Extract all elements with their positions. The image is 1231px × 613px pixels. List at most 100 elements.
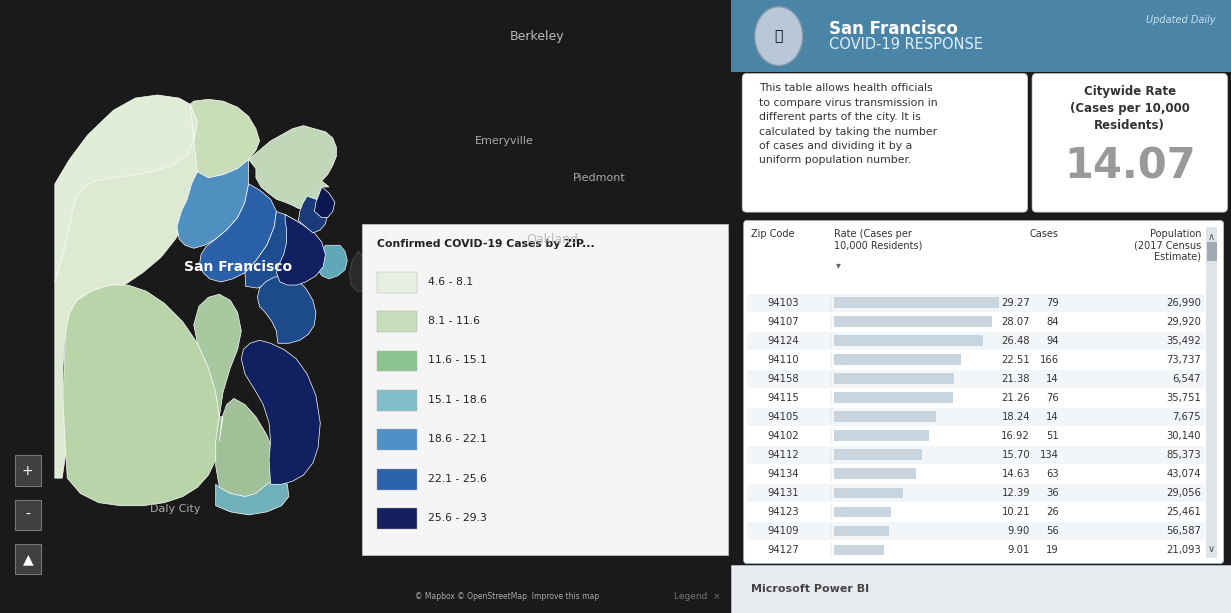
Polygon shape	[55, 95, 197, 282]
Text: © Mapbox © OpenStreetMap  Improve this map: © Mapbox © OpenStreetMap Improve this ma…	[416, 592, 599, 601]
Text: 19: 19	[1046, 545, 1059, 555]
Bar	[747, 408, 1204, 426]
Text: 85,373: 85,373	[1167, 450, 1201, 460]
Bar	[747, 446, 1204, 464]
Bar	[747, 294, 1204, 312]
Text: Rate (Cases per
10,000 Residents): Rate (Cases per 10,000 Residents)	[833, 229, 922, 250]
Text: 94: 94	[1046, 336, 1059, 346]
Text: 94105: 94105	[767, 412, 799, 422]
Text: 73,737: 73,737	[1166, 355, 1201, 365]
Text: 22.1 - 25.6: 22.1 - 25.6	[427, 474, 486, 484]
Polygon shape	[193, 294, 241, 417]
Text: Citywide Rate
(Cases per 10,000
Residents): Citywide Rate (Cases per 10,000 Resident…	[1070, 85, 1189, 132]
Text: 10.21: 10.21	[1002, 507, 1030, 517]
Text: 26: 26	[1046, 507, 1059, 517]
Bar	[833, 487, 904, 498]
Text: 134: 134	[1040, 450, 1059, 460]
Bar	[377, 469, 417, 490]
Bar	[833, 297, 998, 308]
Text: 8.1 - 11.6: 8.1 - 11.6	[427, 316, 480, 326]
Text: 94158: 94158	[767, 374, 799, 384]
Text: 56: 56	[1046, 526, 1059, 536]
Text: 14: 14	[1046, 374, 1059, 384]
Bar	[747, 351, 1204, 369]
Text: 29,056: 29,056	[1166, 488, 1201, 498]
Bar	[833, 316, 992, 327]
Text: 30,140: 30,140	[1167, 431, 1201, 441]
Text: 26.48: 26.48	[1002, 336, 1030, 346]
Bar	[833, 449, 922, 460]
Text: 9.90: 9.90	[1008, 526, 1030, 536]
Bar	[833, 392, 954, 403]
Text: 14.07: 14.07	[1064, 145, 1195, 187]
Text: 84: 84	[1046, 317, 1059, 327]
Text: 22.51: 22.51	[1001, 355, 1030, 365]
Bar	[833, 373, 954, 384]
Text: Population
(2017 Census
Estimate): Population (2017 Census Estimate)	[1134, 229, 1201, 262]
Bar	[747, 465, 1204, 483]
Text: ∨: ∨	[1208, 544, 1215, 554]
Text: 25.6 - 29.3: 25.6 - 29.3	[427, 513, 486, 523]
Text: 94107: 94107	[767, 317, 799, 327]
Polygon shape	[245, 211, 305, 288]
Text: 9.01: 9.01	[1008, 545, 1030, 555]
Text: 14.63: 14.63	[1002, 469, 1030, 479]
Text: 29,920: 29,920	[1166, 317, 1201, 327]
Bar	[833, 544, 884, 555]
Text: 51: 51	[1046, 431, 1059, 441]
Text: This table allows health officials
to compare virus transmission in
different pa: This table allows health officials to co…	[758, 83, 937, 166]
Text: 21.38: 21.38	[1002, 374, 1030, 384]
Text: 56,587: 56,587	[1166, 526, 1201, 536]
Text: 94127: 94127	[767, 545, 799, 555]
Text: Oakland: Oakland	[526, 232, 579, 246]
Text: 29.27: 29.27	[1001, 298, 1030, 308]
Bar	[833, 468, 916, 479]
Bar	[15, 455, 41, 486]
Bar	[747, 370, 1204, 388]
Bar	[833, 411, 937, 422]
Text: 94103: 94103	[767, 298, 799, 308]
Text: -: -	[26, 508, 31, 522]
Text: 94102: 94102	[767, 431, 799, 441]
FancyBboxPatch shape	[1032, 74, 1227, 212]
FancyBboxPatch shape	[742, 74, 1028, 212]
Text: Confirmed COVID-19 Cases by ZIP...: Confirmed COVID-19 Cases by ZIP...	[377, 239, 595, 249]
Bar	[15, 500, 41, 530]
Bar	[747, 389, 1204, 407]
Text: Zip Code: Zip Code	[751, 229, 795, 238]
Bar	[747, 503, 1204, 521]
Text: 25,461: 25,461	[1166, 507, 1201, 517]
Text: Daly City: Daly City	[150, 504, 201, 514]
Text: 16.92: 16.92	[1001, 431, 1030, 441]
Text: Emeryville: Emeryville	[475, 136, 534, 146]
Bar	[833, 335, 982, 346]
Polygon shape	[215, 478, 289, 515]
Bar	[377, 390, 417, 411]
Text: 94110: 94110	[767, 355, 799, 365]
Text: San Francisco: San Francisco	[183, 260, 292, 273]
Polygon shape	[257, 276, 316, 343]
Bar	[377, 429, 417, 450]
Text: Piedmont: Piedmont	[574, 173, 627, 183]
Text: 26,990: 26,990	[1166, 298, 1201, 308]
Text: 12.39: 12.39	[1002, 488, 1030, 498]
Text: 21.26: 21.26	[1001, 393, 1030, 403]
Text: Updated Daily: Updated Daily	[1146, 15, 1216, 25]
Bar	[377, 272, 417, 292]
Text: 28.07: 28.07	[1002, 317, 1030, 327]
Text: 18.24: 18.24	[1002, 412, 1030, 422]
Bar	[377, 311, 417, 332]
Bar	[747, 522, 1204, 540]
Text: 79: 79	[1046, 298, 1059, 308]
Text: 35,751: 35,751	[1166, 393, 1201, 403]
FancyBboxPatch shape	[744, 221, 1224, 563]
Text: 94131: 94131	[767, 488, 799, 498]
Text: 94112: 94112	[767, 450, 799, 460]
Bar	[377, 351, 417, 371]
Text: 14: 14	[1046, 412, 1059, 422]
Polygon shape	[199, 184, 277, 282]
Polygon shape	[314, 187, 335, 218]
Text: 4.6 - 8.1: 4.6 - 8.1	[427, 276, 473, 286]
Text: Microsoft Power BI: Microsoft Power BI	[751, 584, 869, 594]
Text: 18.6 - 22.1: 18.6 - 22.1	[427, 434, 486, 444]
